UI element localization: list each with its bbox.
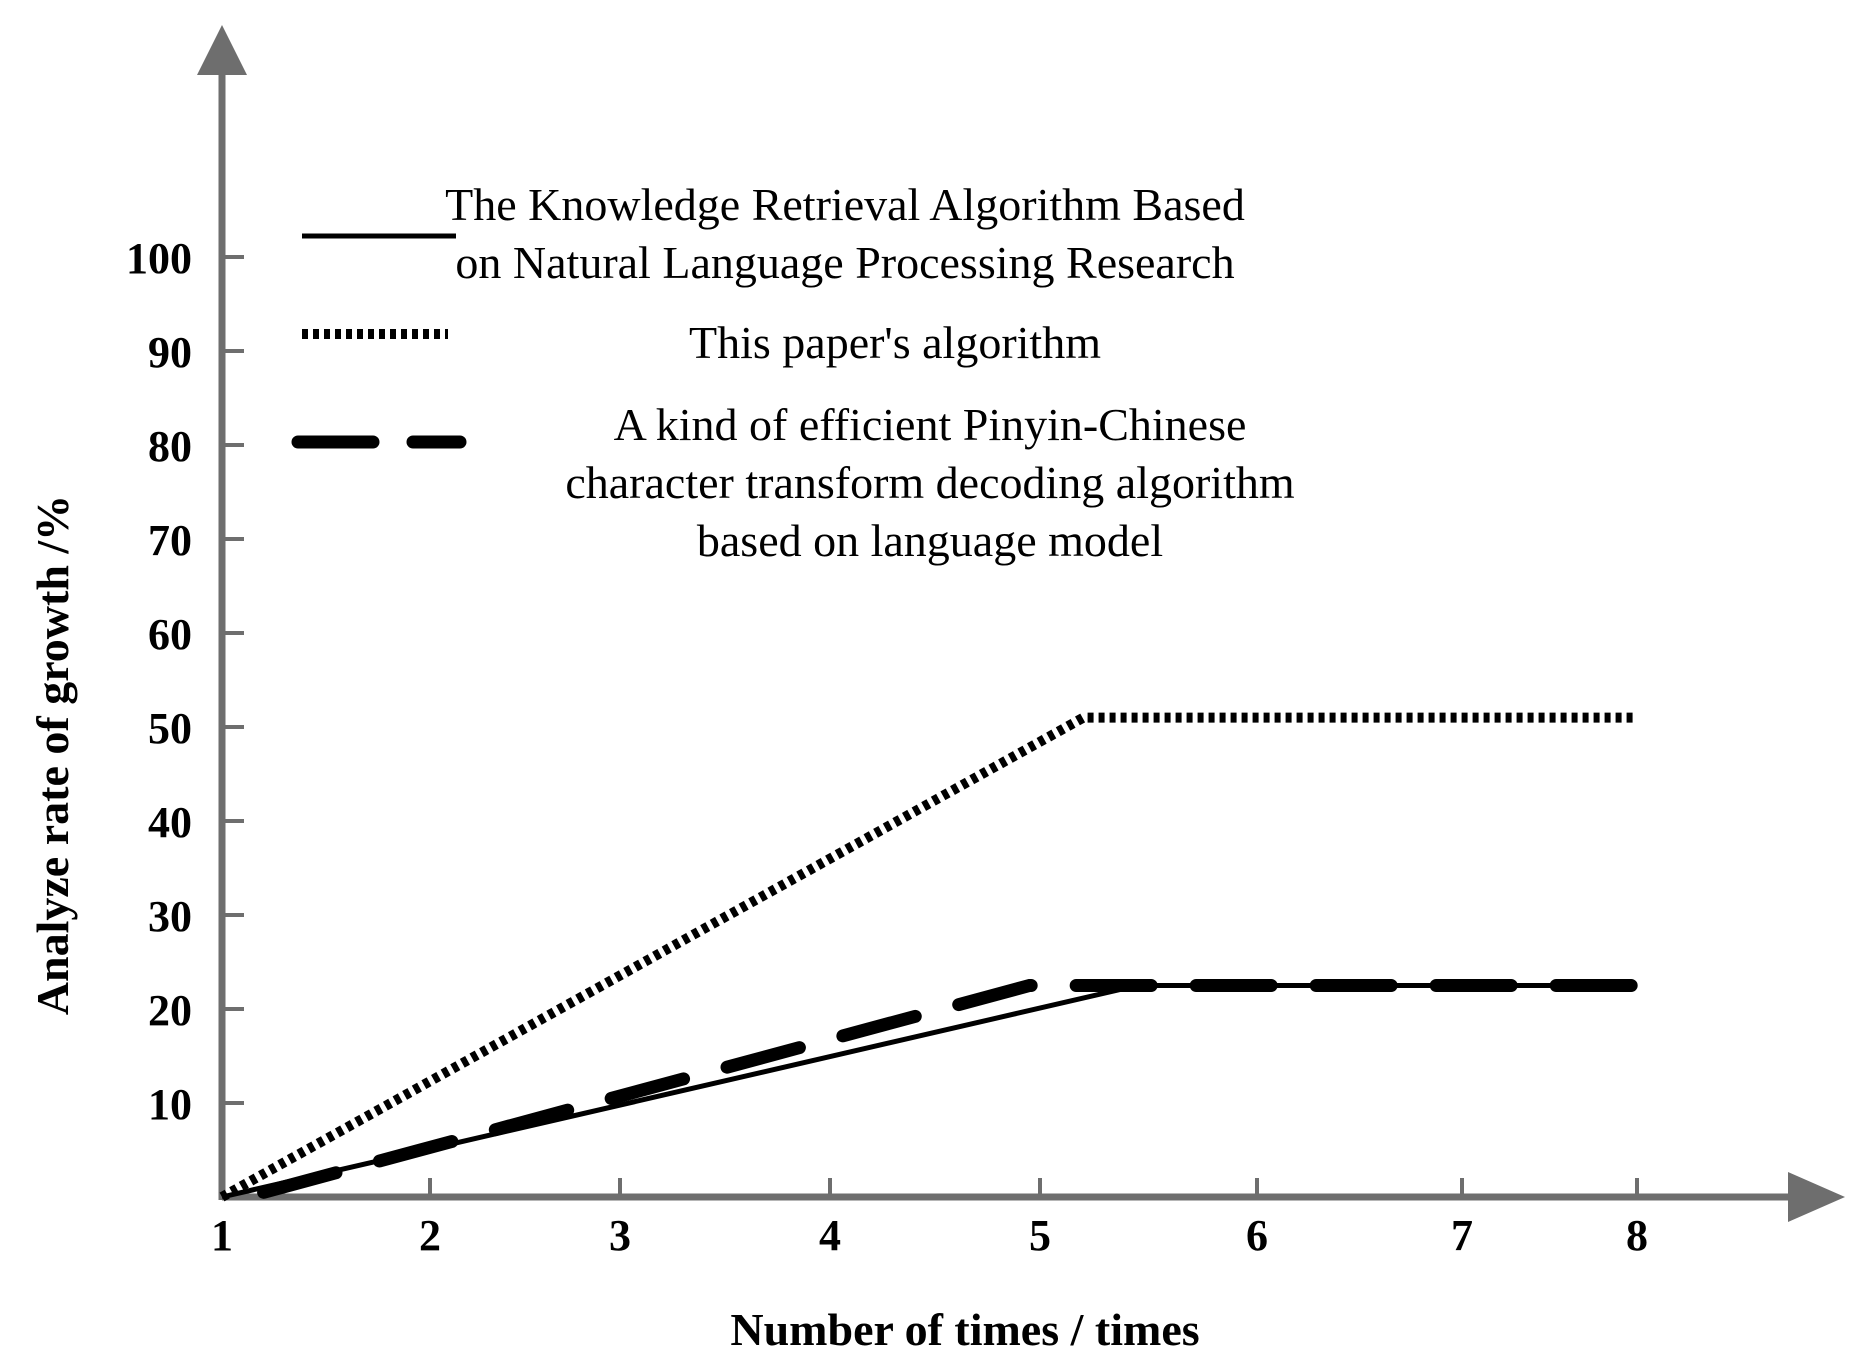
x-tick-label: 1 [211, 1211, 233, 1260]
legend-label-3: A kind of efficient Pinyin-Chinese [614, 399, 1247, 450]
series-line-1 [221, 983, 1637, 1200]
x-tick-label: 8 [1626, 1211, 1648, 1260]
y-tick-label: 10 [148, 1080, 192, 1129]
legend-label-1: The Knowledge Retrieval Algorithm Based [445, 179, 1245, 230]
x-tick-label: 3 [609, 1211, 631, 1260]
legend: The Knowledge Retrieval Algorithm Based o… [291, 179, 1295, 566]
x-tick-label: 7 [1451, 1211, 1473, 1260]
series-line-3 [257, 979, 1644, 1199]
y-tick-label: 50 [148, 704, 192, 753]
x-tick-label: 6 [1246, 1211, 1268, 1260]
y-ticks: 10 20 30 40 50 60 70 80 90 100 [126, 234, 244, 1129]
x-axis-arrow [1788, 1172, 1845, 1222]
x-ticks: 1 2 3 4 5 6 7 8 [211, 1178, 1648, 1260]
y-tick-label: 80 [148, 422, 192, 471]
y-axis-title: Analyze rate of growth /% [27, 495, 78, 1015]
legend-label-2: This paper's algorithm [689, 317, 1101, 368]
y-tick-label: 70 [148, 516, 192, 565]
y-tick-label: 20 [148, 986, 192, 1035]
y-axis-arrow [197, 25, 247, 75]
y-tick-label: 60 [148, 610, 192, 659]
x-axis-title: Number of times / times [730, 1304, 1199, 1355]
y-tick-label: 40 [148, 798, 192, 847]
y-tick-label: 100 [126, 234, 192, 283]
x-tick-label: 5 [1029, 1211, 1051, 1260]
x-tick-label: 2 [419, 1211, 441, 1260]
legend-label-3: character transform decoding algorithm [565, 457, 1295, 508]
y-tick-label: 90 [148, 328, 192, 377]
series-line-2 [219, 712, 1637, 1202]
x-tick-label: 4 [819, 1211, 841, 1260]
legend-label-1: on Natural Language Processing Research [455, 237, 1234, 288]
legend-label-3: based on language model [697, 515, 1163, 566]
series-layer [219, 712, 1644, 1202]
y-tick-label: 30 [148, 892, 192, 941]
